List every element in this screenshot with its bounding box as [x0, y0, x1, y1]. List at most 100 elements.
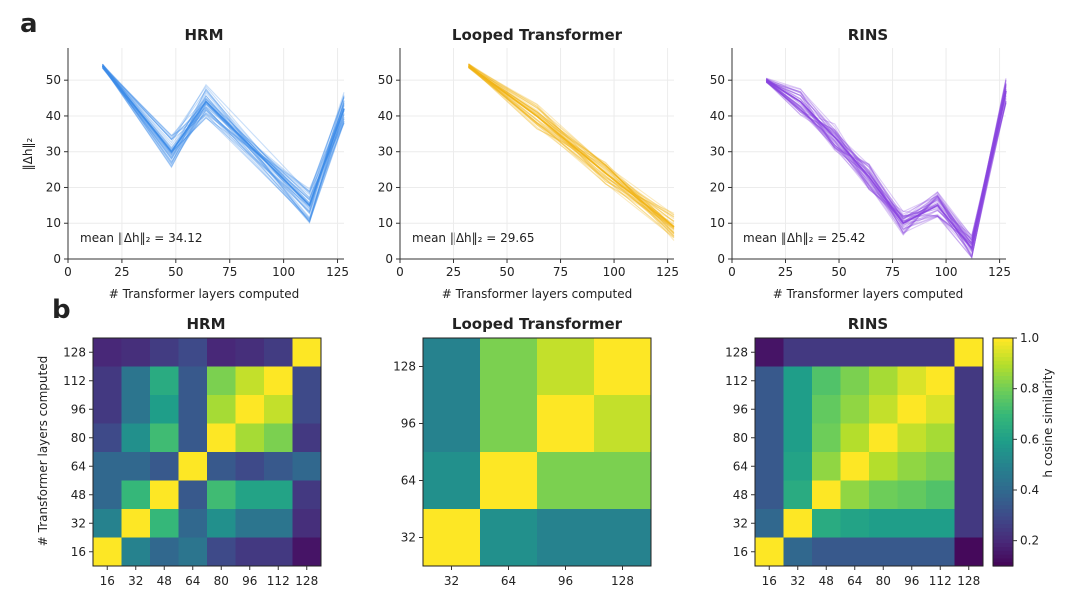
colorbar-segment	[993, 550, 1013, 556]
colorbar-segment	[993, 372, 1013, 377]
heatmap-cell-hrm	[150, 509, 179, 538]
colorbar-segment	[993, 402, 1013, 407]
series-line-looped-transformer	[468, 66, 675, 233]
series-line-rins	[766, 81, 1007, 259]
series-line-hrm	[102, 64, 345, 194]
heatmap-cell-hrm	[235, 509, 265, 538]
heatmap-cell-hrm	[207, 395, 236, 424]
series-line-looped-transformer	[468, 65, 675, 232]
colorbar-segment	[993, 391, 1013, 396]
colorbar-segment	[993, 376, 1013, 381]
x-tick-label-hrm: 48	[157, 574, 172, 588]
series-line-rins	[766, 80, 1007, 239]
heatmap-cell-rins	[755, 452, 784, 481]
series-line-rins	[765, 78, 1007, 259]
colorbar-segment	[993, 509, 1013, 514]
colorbar-label: h cosine similarity	[1041, 368, 1055, 477]
colorbar-segment	[993, 482, 1013, 487]
series-line-looped-transformer	[468, 67, 675, 222]
x-tick-label-rins: 0	[728, 265, 736, 279]
heatmap-cell-hrm	[93, 423, 122, 453]
colorbar-segment	[993, 531, 1013, 537]
series-line-hrm	[102, 67, 345, 192]
x-axis-label-rins: # Transformer layers computed	[773, 287, 963, 301]
y-tick-label-looped-transformer: 20	[378, 180, 393, 194]
heatmap-cell-hrm	[121, 338, 151, 367]
series-line-looped-transformer	[468, 64, 675, 239]
heatmap-cell-rins	[926, 537, 955, 567]
series-line-rins	[765, 81, 1007, 253]
heatmap-cell-hrm	[264, 452, 293, 481]
colorbar-segment	[993, 547, 1013, 552]
colorbar-segment	[993, 467, 1013, 472]
heatmap-cell-rins	[840, 480, 870, 510]
heatmap-cell-rins	[783, 366, 813, 396]
heatmap-cell-rins	[812, 338, 841, 367]
heatmap-cell-hrm	[150, 480, 179, 510]
heatmap-cell-hrm	[93, 537, 122, 567]
x-tick-label-rins: 64	[847, 574, 862, 588]
x-tick-label-looped-transformer: 32	[444, 574, 459, 588]
heatmap-cell-looped-transformer	[537, 509, 595, 567]
series-line-hrm	[102, 65, 345, 220]
heatmap-title-looped: Looped Transformer	[452, 315, 623, 333]
series-line-hrm	[102, 65, 345, 208]
heatmap-cell-rins	[897, 537, 927, 567]
x-tick-label-looped-transformer: 25	[446, 265, 461, 279]
y-tick-label-rins: 30	[710, 145, 725, 159]
heatmap-cell-looped-transformer	[594, 509, 652, 567]
colorbar-segment	[993, 474, 1013, 480]
heatmap-title-rins: RINS	[848, 315, 889, 333]
heatmap-cell-rins	[840, 537, 870, 567]
y-tick-label-looped-transformer: 10	[378, 216, 393, 230]
y-tick-label-rins: 48	[733, 488, 748, 502]
y-tick-label-rins: 10	[710, 216, 725, 230]
x-tick-label-rins: 25	[778, 265, 793, 279]
x-tick-label-looped-transformer: 64	[501, 574, 516, 588]
x-tick-label-looped-transformer: 96	[558, 574, 573, 588]
heatmap-cell-rins	[926, 423, 955, 453]
y-tick-label-looped-transformer: 128	[393, 360, 416, 374]
x-tick-label-hrm: 64	[185, 574, 200, 588]
series-line-hrm	[102, 64, 345, 224]
series-line-hrm	[102, 65, 345, 223]
series-line-rins	[765, 81, 1007, 237]
y-tick-label-hrm: 50	[46, 73, 61, 87]
heatmap-cell-rins	[812, 423, 841, 453]
series-line-rins	[765, 81, 1007, 248]
series-line-looped-transformer	[468, 66, 675, 233]
heatmap-cell-rins	[869, 452, 898, 481]
x-tick-label-hrm: 50	[168, 265, 183, 279]
x-tick-label-looped-transformer: 50	[499, 265, 514, 279]
series-line-rins	[765, 78, 1007, 247]
colorbar-segment	[993, 364, 1013, 369]
heatmap-cell-rins	[840, 452, 870, 481]
series-line-looped-transformer	[468, 63, 675, 217]
heatmap-cell-hrm	[93, 366, 122, 396]
colorbar-segment	[993, 349, 1013, 354]
series-line-hrm	[102, 66, 345, 219]
y-tick-label-looped-transformer: 64	[401, 474, 416, 488]
colorbar-segment	[993, 345, 1013, 350]
heatmap-cell-rins	[869, 366, 898, 396]
colorbar-segment	[993, 417, 1013, 423]
series-line-looped-transformer	[468, 64, 675, 228]
heatmap-cell-looped-transformer	[480, 452, 538, 510]
heatmap-cell-rins	[755, 509, 784, 538]
y-tick-label-looped-transformer: 32	[401, 531, 416, 545]
series-line-looped-transformer	[468, 64, 675, 214]
y-tick-label-rins: 64	[733, 459, 748, 473]
heatmap-cell-rins	[897, 366, 927, 396]
heatmap-cell-hrm	[150, 366, 179, 396]
colorbar-segment	[993, 463, 1013, 468]
y-tick-label-hrm: 16	[71, 545, 86, 559]
heatmap-cell-rins	[897, 452, 927, 481]
series-line-hrm	[102, 66, 345, 205]
heatmap-cell-hrm	[292, 423, 322, 453]
heatmap-frame-looped-transformer	[422, 337, 652, 567]
colorbar-segment	[993, 383, 1013, 388]
heatmap-cell-rins	[897, 480, 927, 510]
heatmap-cell-rins	[869, 423, 898, 453]
y-tick-label-rins: 20	[710, 180, 725, 194]
